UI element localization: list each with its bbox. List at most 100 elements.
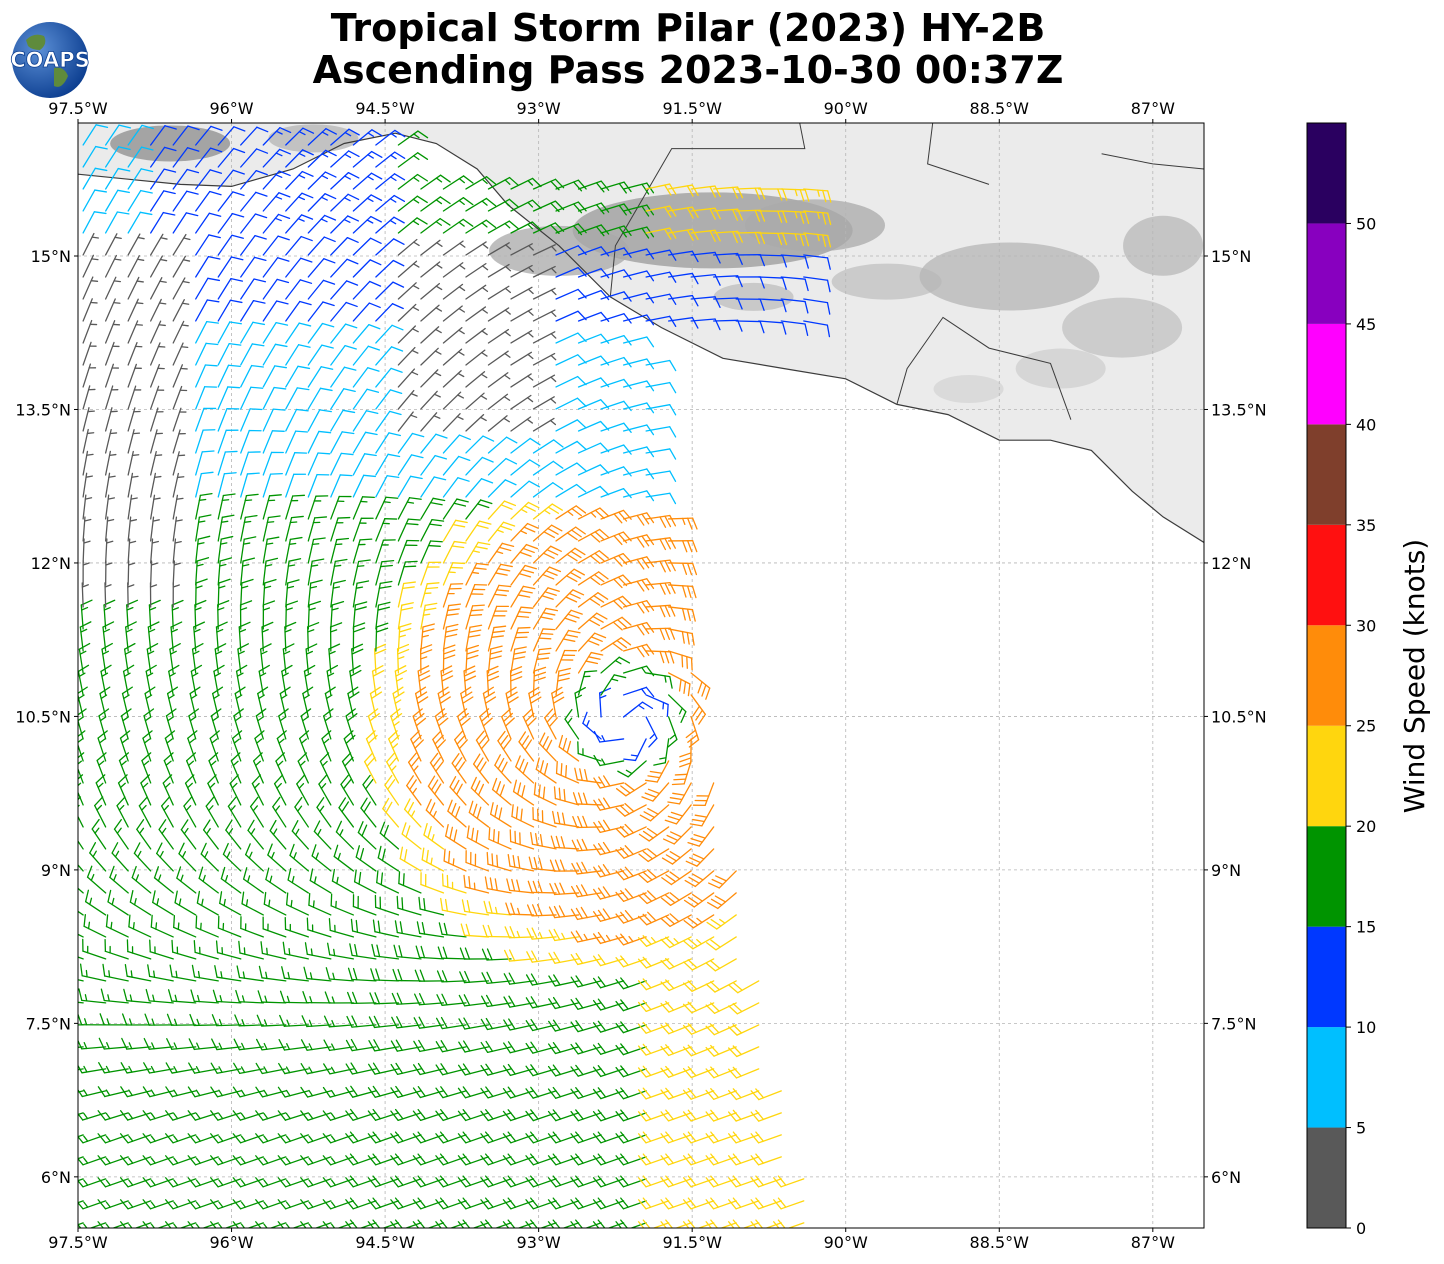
barb-feather xyxy=(553,786,557,800)
wind-barb xyxy=(419,644,433,674)
barb-feather xyxy=(373,1039,381,1051)
barb-shaft xyxy=(599,914,625,922)
wind-barb xyxy=(577,741,602,762)
barb-feather xyxy=(462,1109,472,1120)
barb-half-feather xyxy=(197,520,206,523)
wind-barb xyxy=(267,843,287,872)
barb-feather xyxy=(548,975,556,987)
barb-feather xyxy=(394,1131,404,1142)
barb-feather xyxy=(458,1041,466,1053)
barb-shaft xyxy=(561,1222,580,1228)
barb-half-feather xyxy=(458,286,466,292)
barb-feather xyxy=(165,1199,174,1210)
barb-shaft xyxy=(532,670,536,696)
barb-feather xyxy=(419,969,426,982)
barb-half-feather xyxy=(130,497,138,500)
barb-feather xyxy=(128,914,131,928)
barb-feather xyxy=(602,841,611,853)
barb-feather xyxy=(145,664,157,673)
barb-half-feather xyxy=(102,628,110,633)
wind-barb xyxy=(156,842,174,872)
barb-shaft xyxy=(307,604,310,630)
wind-barb xyxy=(735,320,765,334)
barb-feather xyxy=(441,675,454,682)
wind-barb xyxy=(165,1221,197,1228)
barb-feather xyxy=(728,1026,738,1036)
barb-shaft xyxy=(678,782,692,805)
barb-feather xyxy=(524,739,533,751)
barb-feather xyxy=(210,1110,219,1121)
barb-feather xyxy=(599,507,610,517)
barb-feather xyxy=(405,825,411,838)
barb-shaft xyxy=(330,301,347,322)
barb-shaft xyxy=(126,1046,152,1050)
barb-shaft xyxy=(463,980,490,984)
wind-barb xyxy=(210,708,222,740)
barb-feather xyxy=(489,650,503,655)
wind-barb xyxy=(377,845,400,872)
wind-barb xyxy=(352,410,379,432)
wind-barb xyxy=(600,595,632,610)
barb-half-feather xyxy=(107,497,116,500)
barb-feather xyxy=(642,1175,652,1186)
wind-barb xyxy=(107,889,129,916)
barb-feather xyxy=(84,889,90,903)
barb-half-feather xyxy=(111,897,115,906)
wind-barb xyxy=(522,708,537,740)
barb-half-feather xyxy=(105,1157,111,1164)
barb-half-feather xyxy=(266,947,268,956)
barb-feather xyxy=(485,1086,494,1098)
wind-barb xyxy=(637,1065,670,1078)
barb-feather xyxy=(502,521,516,527)
country-border xyxy=(1101,153,1204,170)
barb-half-feather xyxy=(269,875,273,883)
barb-half-feather xyxy=(479,416,487,422)
barb-feather xyxy=(662,838,675,845)
barb-shaft xyxy=(330,1200,355,1210)
barb-feather xyxy=(102,621,115,628)
wind-barb xyxy=(653,738,670,766)
wind-barb xyxy=(577,311,610,323)
barb-half-feather xyxy=(263,1042,268,1050)
barb-shaft xyxy=(261,952,287,960)
barb-shaft xyxy=(195,472,202,498)
barb-feather xyxy=(120,1086,129,1098)
wind-barb xyxy=(78,887,84,894)
barb-shaft xyxy=(577,571,600,586)
wind-barb xyxy=(153,866,174,894)
barb-half-feather xyxy=(150,1135,156,1142)
wind-barb xyxy=(488,827,512,850)
barb-half-feather xyxy=(614,659,622,665)
wind-barb xyxy=(262,365,288,388)
wind-barb xyxy=(281,966,309,982)
barb-feather xyxy=(358,871,362,885)
barb-feather xyxy=(452,779,460,792)
barb-feather xyxy=(547,1133,557,1144)
barb-shaft xyxy=(78,767,84,784)
barb-feather xyxy=(440,897,444,911)
barb-shaft xyxy=(600,616,623,630)
wind-barb xyxy=(78,664,90,696)
wind-barb xyxy=(707,892,737,910)
barb-feather xyxy=(489,877,493,891)
barb-half-feather xyxy=(105,1223,111,1228)
barb-feather xyxy=(187,1086,196,1098)
barb-half-feather xyxy=(241,563,250,567)
barb-half-feather xyxy=(71,851,74,856)
barb-feather xyxy=(364,431,378,436)
barb-feather xyxy=(253,278,267,283)
barb-half-feather xyxy=(263,1066,268,1074)
barb-feather xyxy=(693,834,706,839)
barb-shaft xyxy=(532,503,553,520)
barb-feather xyxy=(395,1039,403,1051)
barb-feather xyxy=(592,1221,600,1228)
wind-barb xyxy=(285,322,312,344)
barb-shaft xyxy=(330,323,347,344)
wind-barb xyxy=(661,848,692,865)
barb-feather xyxy=(599,485,610,496)
barb-feather xyxy=(618,656,631,664)
barb-feather xyxy=(524,564,537,570)
barb-shaft xyxy=(171,976,197,982)
barb-feather xyxy=(328,918,331,932)
barb-feather xyxy=(533,671,546,677)
